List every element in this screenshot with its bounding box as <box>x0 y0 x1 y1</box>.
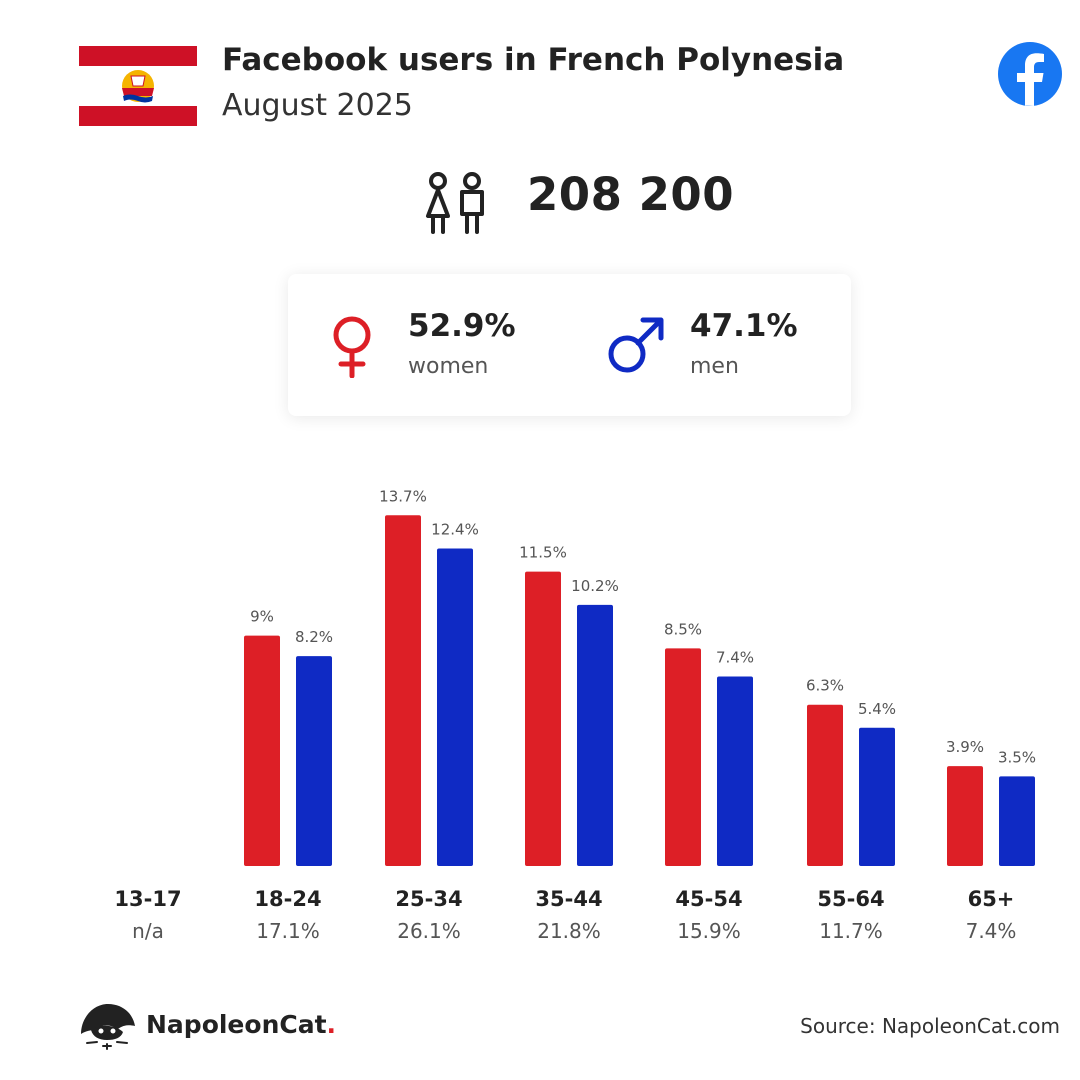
age-group-label: 65+ <box>968 887 1015 911</box>
value-label-men-25-34: 12.4% <box>431 521 479 539</box>
age-group-label: 45-54 <box>675 887 742 911</box>
age-group-label: 13-17 <box>114 887 181 911</box>
age-group-label: 55-64 <box>817 887 884 911</box>
bar-women-35-44 <box>525 571 561 866</box>
bar-men-65+ <box>999 776 1035 866</box>
page-title: Facebook users in French Polynesia <box>222 42 845 78</box>
age-group-share: n/a <box>132 919 164 943</box>
people-icon <box>420 170 492 238</box>
napoleoncat-logo-text: NapoleonCat. <box>146 1010 336 1039</box>
men-percent: 47.1% <box>690 308 798 344</box>
women-percent: 52.9% <box>408 308 516 344</box>
age-group-share: 26.1% <box>397 919 461 943</box>
bar-men-45-54 <box>717 676 753 866</box>
value-label-men-55-64: 5.4% <box>858 700 896 718</box>
value-label-women-18-24: 9% <box>250 608 274 626</box>
page-subtitle: August 2025 <box>222 88 413 123</box>
age-group-share: 7.4% <box>966 919 1017 943</box>
value-label-women-65+: 3.9% <box>946 738 984 756</box>
value-label-women-25-34: 13.7% <box>379 487 427 505</box>
age-gender-chart: 13-17 n/a 9% 8.2% 18-24 17.1% 13.7% 12.4% 25-34 2… <box>0 470 1080 950</box>
male-symbol-icon <box>606 314 666 378</box>
total-users: 208 200 <box>527 168 735 221</box>
value-label-women-35-44: 11.5% <box>519 544 567 562</box>
bar-men-25-34 <box>437 548 473 866</box>
women-label: women <box>408 354 489 379</box>
bar-men-18-24 <box>296 656 332 866</box>
gender-card: 52.9% women 47.1% men <box>288 274 851 416</box>
bar-women-55-64 <box>807 704 843 866</box>
bar-women-45-54 <box>665 648 701 866</box>
facebook-icon <box>998 42 1062 106</box>
napoleoncat-logo-icon <box>77 1000 137 1052</box>
logo-name: NapoleonCat <box>146 1010 327 1039</box>
bar-women-18-24 <box>244 635 280 866</box>
flag-icon <box>79 46 197 126</box>
age-group-share: 15.9% <box>677 919 741 943</box>
age-group-share: 17.1% <box>256 919 320 943</box>
source-link[interactable]: Source: NapoleonCat.com <box>800 1014 1060 1038</box>
bar-men-55-64 <box>859 727 895 866</box>
logo-dot: . <box>326 1010 337 1039</box>
age-group-share: 11.7% <box>819 919 883 943</box>
value-label-men-18-24: 8.2% <box>295 628 333 646</box>
age-group-label: 35-44 <box>535 887 602 911</box>
value-label-men-45-54: 7.4% <box>716 649 754 667</box>
men-label: men <box>690 354 739 379</box>
female-symbol-icon <box>324 314 384 379</box>
age-group-label: 25-34 <box>395 887 462 911</box>
value-label-men-65+: 3.5% <box>998 748 1036 766</box>
bar-women-65+ <box>947 766 983 866</box>
value-label-women-55-64: 6.3% <box>806 677 844 695</box>
age-group-share: 21.8% <box>537 919 601 943</box>
bar-men-35-44 <box>577 604 613 866</box>
bar-women-25-34 <box>385 515 421 866</box>
value-label-women-45-54: 8.5% <box>664 620 702 638</box>
value-label-men-35-44: 10.2% <box>571 577 619 595</box>
age-group-label: 18-24 <box>254 887 321 911</box>
